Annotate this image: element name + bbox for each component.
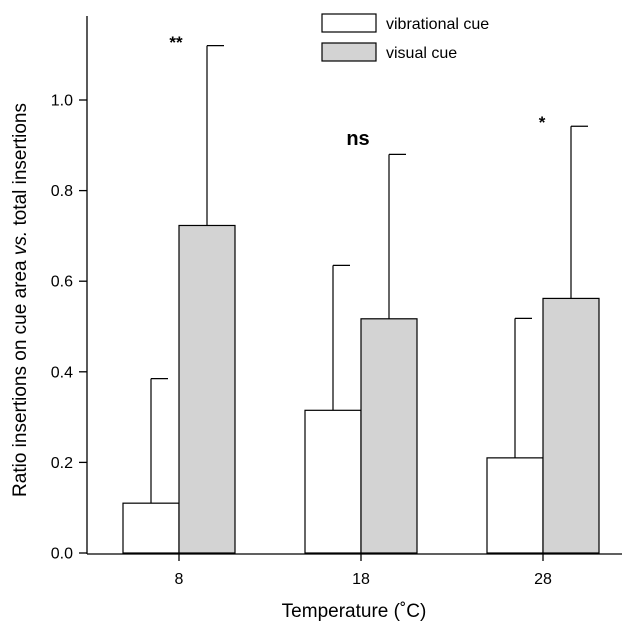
y-axis-title: Ratio insertions on cue area vs. total i… <box>10 103 31 497</box>
x-axis-title: Temperature (˚C) <box>282 601 427 622</box>
significance-marker: ** <box>169 33 183 52</box>
bars-layer <box>122 224 600 554</box>
bar-visual-cue-8 <box>178 224 236 554</box>
bar-visual-cue-28 <box>542 297 600 554</box>
x-tick-label: 18 <box>352 571 370 588</box>
significance-marker: * <box>539 113 546 132</box>
y-axis-title-suffix: total insertions <box>10 103 31 231</box>
x-ticks: 8 18 28 <box>175 554 552 588</box>
y-tick-label: 1.0 <box>51 93 73 110</box>
x-tick-label: 8 <box>175 571 184 588</box>
bar-vibrational-cue-8 <box>122 502 180 554</box>
bar-vibrational-cue-18 <box>304 409 362 554</box>
error-bars-layer <box>150 45 588 504</box>
legend-label: vibrational cue <box>386 16 489 33</box>
bar-visual-cue-18 <box>360 318 418 554</box>
y-tick-label: 0.2 <box>51 455 73 472</box>
significance-marker: ns <box>346 128 369 150</box>
bar-vibrational-cue-28 <box>486 457 544 554</box>
legend-swatch <box>321 42 377 62</box>
legend: vibrational cue visual cue <box>321 13 489 62</box>
significance-markers: ** ns * <box>169 33 545 150</box>
legend-swatch <box>321 13 377 33</box>
legend-label: visual cue <box>386 45 457 62</box>
y-tick-label: 0.8 <box>51 183 73 200</box>
y-tick-label: 0.4 <box>51 364 73 381</box>
y-axis-title-prefix: Ratio insertions on cue area <box>10 255 31 497</box>
y-tick-label: 0.6 <box>51 274 73 291</box>
axes-layer <box>86 16 622 555</box>
x-tick-label: 28 <box>534 571 552 588</box>
y-axis-title-italic: vs. <box>10 231 31 255</box>
y-ticks: 0.0 0.2 0.4 0.6 0.8 1.0 <box>51 93 87 563</box>
y-tick-label: 0.0 <box>51 546 73 563</box>
